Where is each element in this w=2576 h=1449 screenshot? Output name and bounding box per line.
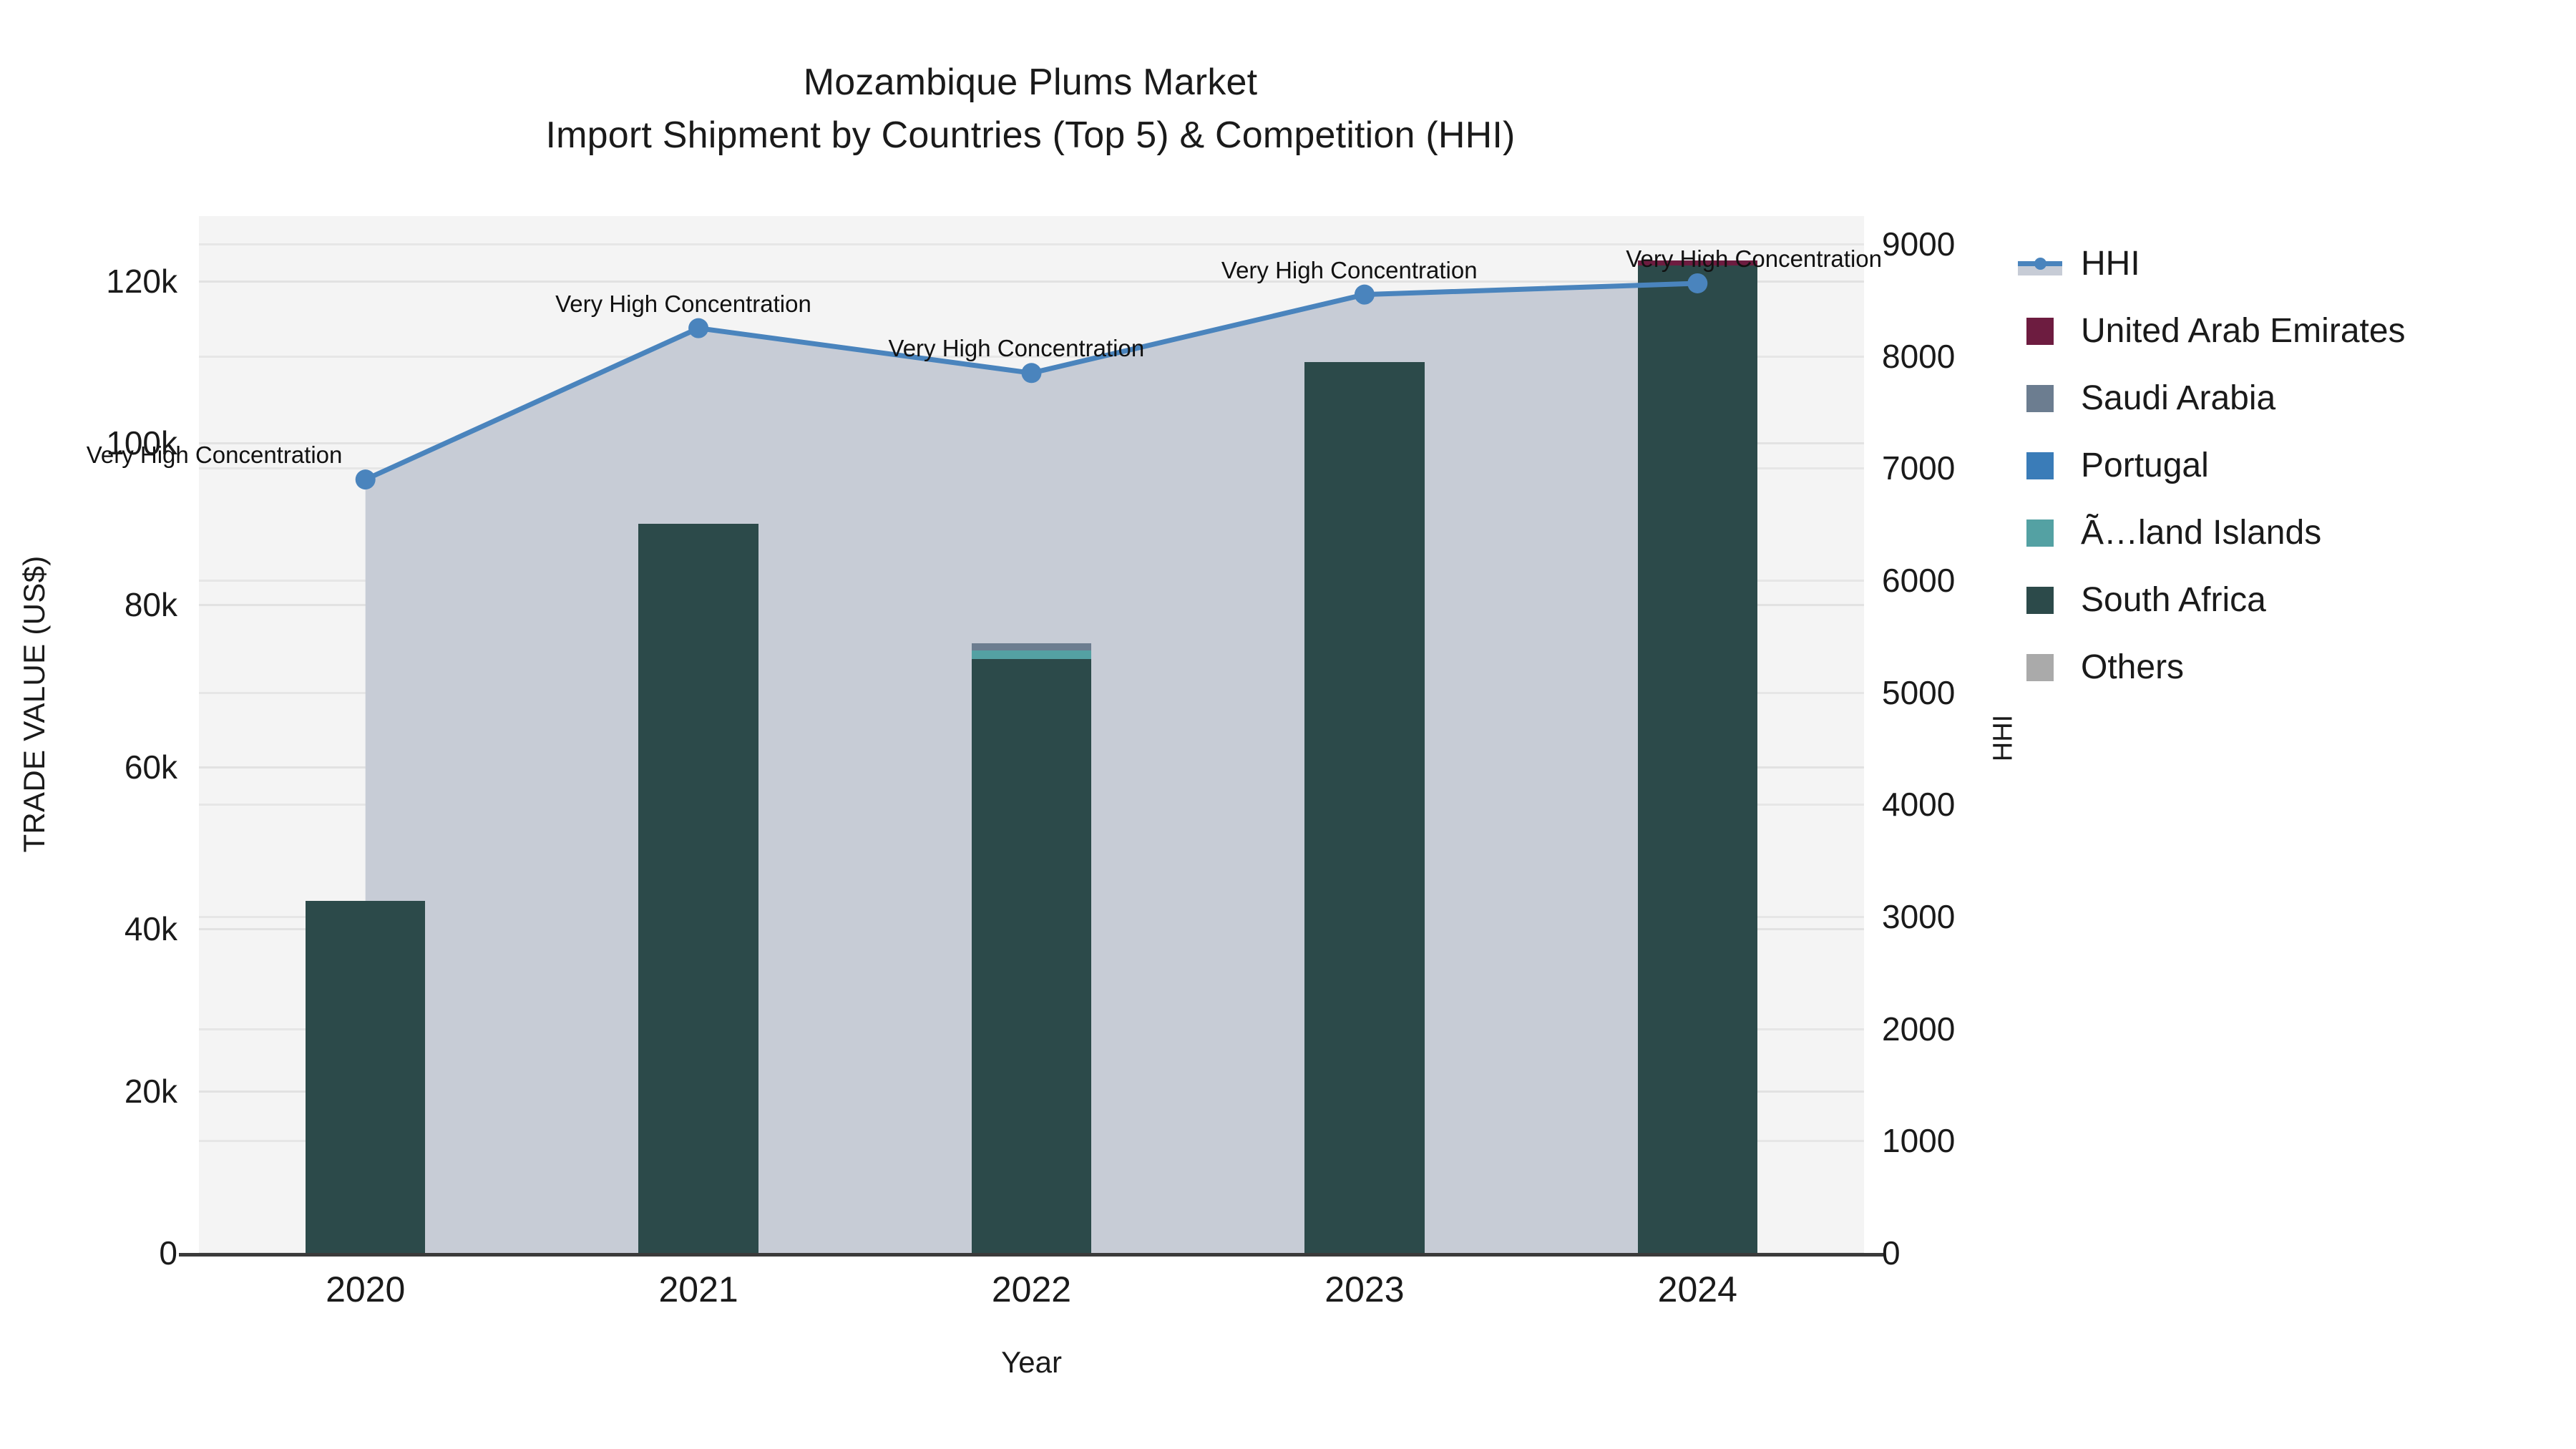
y-axis-right-tick-label: 2000 [1882, 1010, 1956, 1048]
chart-title: Mozambique Plums Market [803, 62, 1258, 103]
bar-stack[interactable] [1637, 260, 1758, 1253]
gridline [199, 280, 1864, 283]
legend-item-label: Saudi Arabia [2081, 379, 2276, 417]
hhi-annotation: Very High Concentration [888, 335, 1145, 362]
y-axis-right-tick-label: 1000 [1882, 1122, 1956, 1160]
legend-item-label: Portugal [2081, 447, 2209, 484]
y-axis-right-tick-label: 5000 [1882, 673, 1956, 711]
legend-swatch-square [2026, 587, 2054, 614]
hhi-line-overlay [355, 273, 1708, 490]
legend-color-swatch [2018, 519, 2062, 547]
y-axis-left-tick-label: 100k [106, 424, 177, 462]
legend-item[interactable]: HHI [2018, 230, 2562, 298]
x-axis-title: Year [1001, 1345, 1062, 1379]
y-axis-left-tick-label: 60k [124, 748, 177, 786]
y-axis-right-tick-label: 9000 [1882, 225, 1956, 263]
bar-stack[interactable] [1304, 361, 1425, 1253]
bar-stack[interactable] [305, 900, 426, 1253]
legend-item-label: Others [2081, 648, 2185, 686]
y-axis-right-tick-label: 8000 [1882, 337, 1956, 375]
legend-color-swatch [2018, 452, 2062, 479]
bar-stack[interactable] [638, 524, 758, 1253]
legend-item[interactable]: Saudi Arabia [2018, 365, 2562, 432]
hhi-annotation: Very High Concentration [555, 290, 811, 317]
hhi-annotation: Very High Concentration [86, 441, 343, 469]
legend-color-swatch [2018, 318, 2062, 345]
y-axis-left-tick-label: 0 [159, 1234, 177, 1272]
legend-item[interactable]: South Africa [2018, 567, 2562, 634]
legend-item[interactable]: Ã…land Islands [2018, 499, 2562, 567]
hhi-annotation: Very High Concentration [1221, 256, 1478, 283]
legend-marker-dot [2034, 258, 2046, 270]
legend-item-label: HHI [2081, 245, 2140, 283]
y-axis-left-tick-label: 20k [124, 1072, 177, 1110]
legend-item-label: Ã…land Islands [2081, 514, 2322, 552]
legend-swatch-square [2026, 318, 2054, 345]
hhi-data-point[interactable] [1354, 284, 1375, 305]
legend-color-swatch [2018, 587, 2062, 614]
bar-segment[interactable] [638, 524, 758, 1253]
hhi-data-point[interactable] [1021, 363, 1042, 384]
legend-color-swatch [2018, 654, 2062, 681]
legend-swatch-square [2026, 654, 2054, 681]
y-axis-left-title: TRADE VALUE (US$) [17, 555, 51, 853]
legend-item[interactable]: United Arab Emirates [2018, 298, 2562, 365]
y-axis-right-tick-label: 6000 [1882, 562, 1956, 600]
y-axis-right-tick-label: 3000 [1882, 898, 1956, 936]
hhi-data-point[interactable] [1687, 273, 1708, 293]
bar-segment[interactable] [1304, 361, 1425, 1253]
legend-swatch-square [2026, 385, 2054, 412]
bar-segment[interactable] [1637, 260, 1758, 266]
hhi-annotation: Very High Concentration [1626, 245, 1882, 272]
y-axis-left-tick-label: 80k [124, 586, 177, 624]
bar-series-layer [199, 216, 1864, 1253]
y-axis-left-tick-label: 120k [106, 262, 177, 300]
legend-item[interactable]: Portugal [2018, 432, 2562, 499]
legend-swatch-square [2026, 519, 2054, 547]
plot-area [199, 216, 1864, 1254]
bar-segment[interactable] [971, 659, 1092, 1253]
hhi-data-point[interactable] [355, 469, 376, 490]
hhi-data-point[interactable] [688, 318, 709, 338]
x-axis-spine [199, 1253, 1864, 1257]
bar-segment[interactable] [971, 643, 1092, 650]
x-axis-spine-left-cap [179, 1253, 199, 1257]
legend: HHI United Arab Emirates Saudi Arabia Portu… [2018, 230, 2562, 701]
bar-segment[interactable] [305, 900, 426, 1253]
legend-item[interactable]: Others [2018, 634, 2562, 701]
chart-title-block: Mozambique Plums Market Import Shipment … [0, 56, 2061, 162]
x-axis-spine-right-cap [1864, 1253, 1884, 1257]
legend-swatch-square [2026, 452, 2054, 479]
x-axis-tick-label: 2020 [326, 1269, 406, 1309]
x-axis-tick-label: 2022 [991, 1269, 1072, 1309]
x-axis-tick-label: 2024 [1657, 1269, 1737, 1309]
legend-item-label: United Arab Emirates [2081, 312, 2406, 350]
gridline-minor [199, 243, 1864, 246]
gridline-minor [199, 355, 1864, 358]
legend-area-swatch [2018, 264, 2062, 275]
y-axis-right-tick-label: 0 [1882, 1234, 1901, 1272]
bar-segment[interactable] [971, 650, 1092, 660]
y-axis-right-title: HHI [1988, 714, 2019, 762]
y-axis-right-tick-label: 7000 [1882, 449, 1956, 487]
bar-segment[interactable] [1637, 265, 1758, 1253]
legend-line-swatch [2018, 250, 2062, 278]
y-axis-right-tick-label: 4000 [1882, 786, 1956, 824]
legend-item-label: South Africa [2081, 581, 2266, 619]
legend-color-swatch [2018, 385, 2062, 412]
x-axis-tick-label: 2021 [658, 1269, 738, 1309]
bar-stack[interactable] [971, 643, 1092, 1253]
y-axis-left-tick-label: 40k [124, 910, 177, 948]
chart-subtitle: Import Shipment by Countries (Top 5) & C… [545, 114, 1516, 156]
x-axis-tick-label: 2023 [1324, 1269, 1405, 1309]
